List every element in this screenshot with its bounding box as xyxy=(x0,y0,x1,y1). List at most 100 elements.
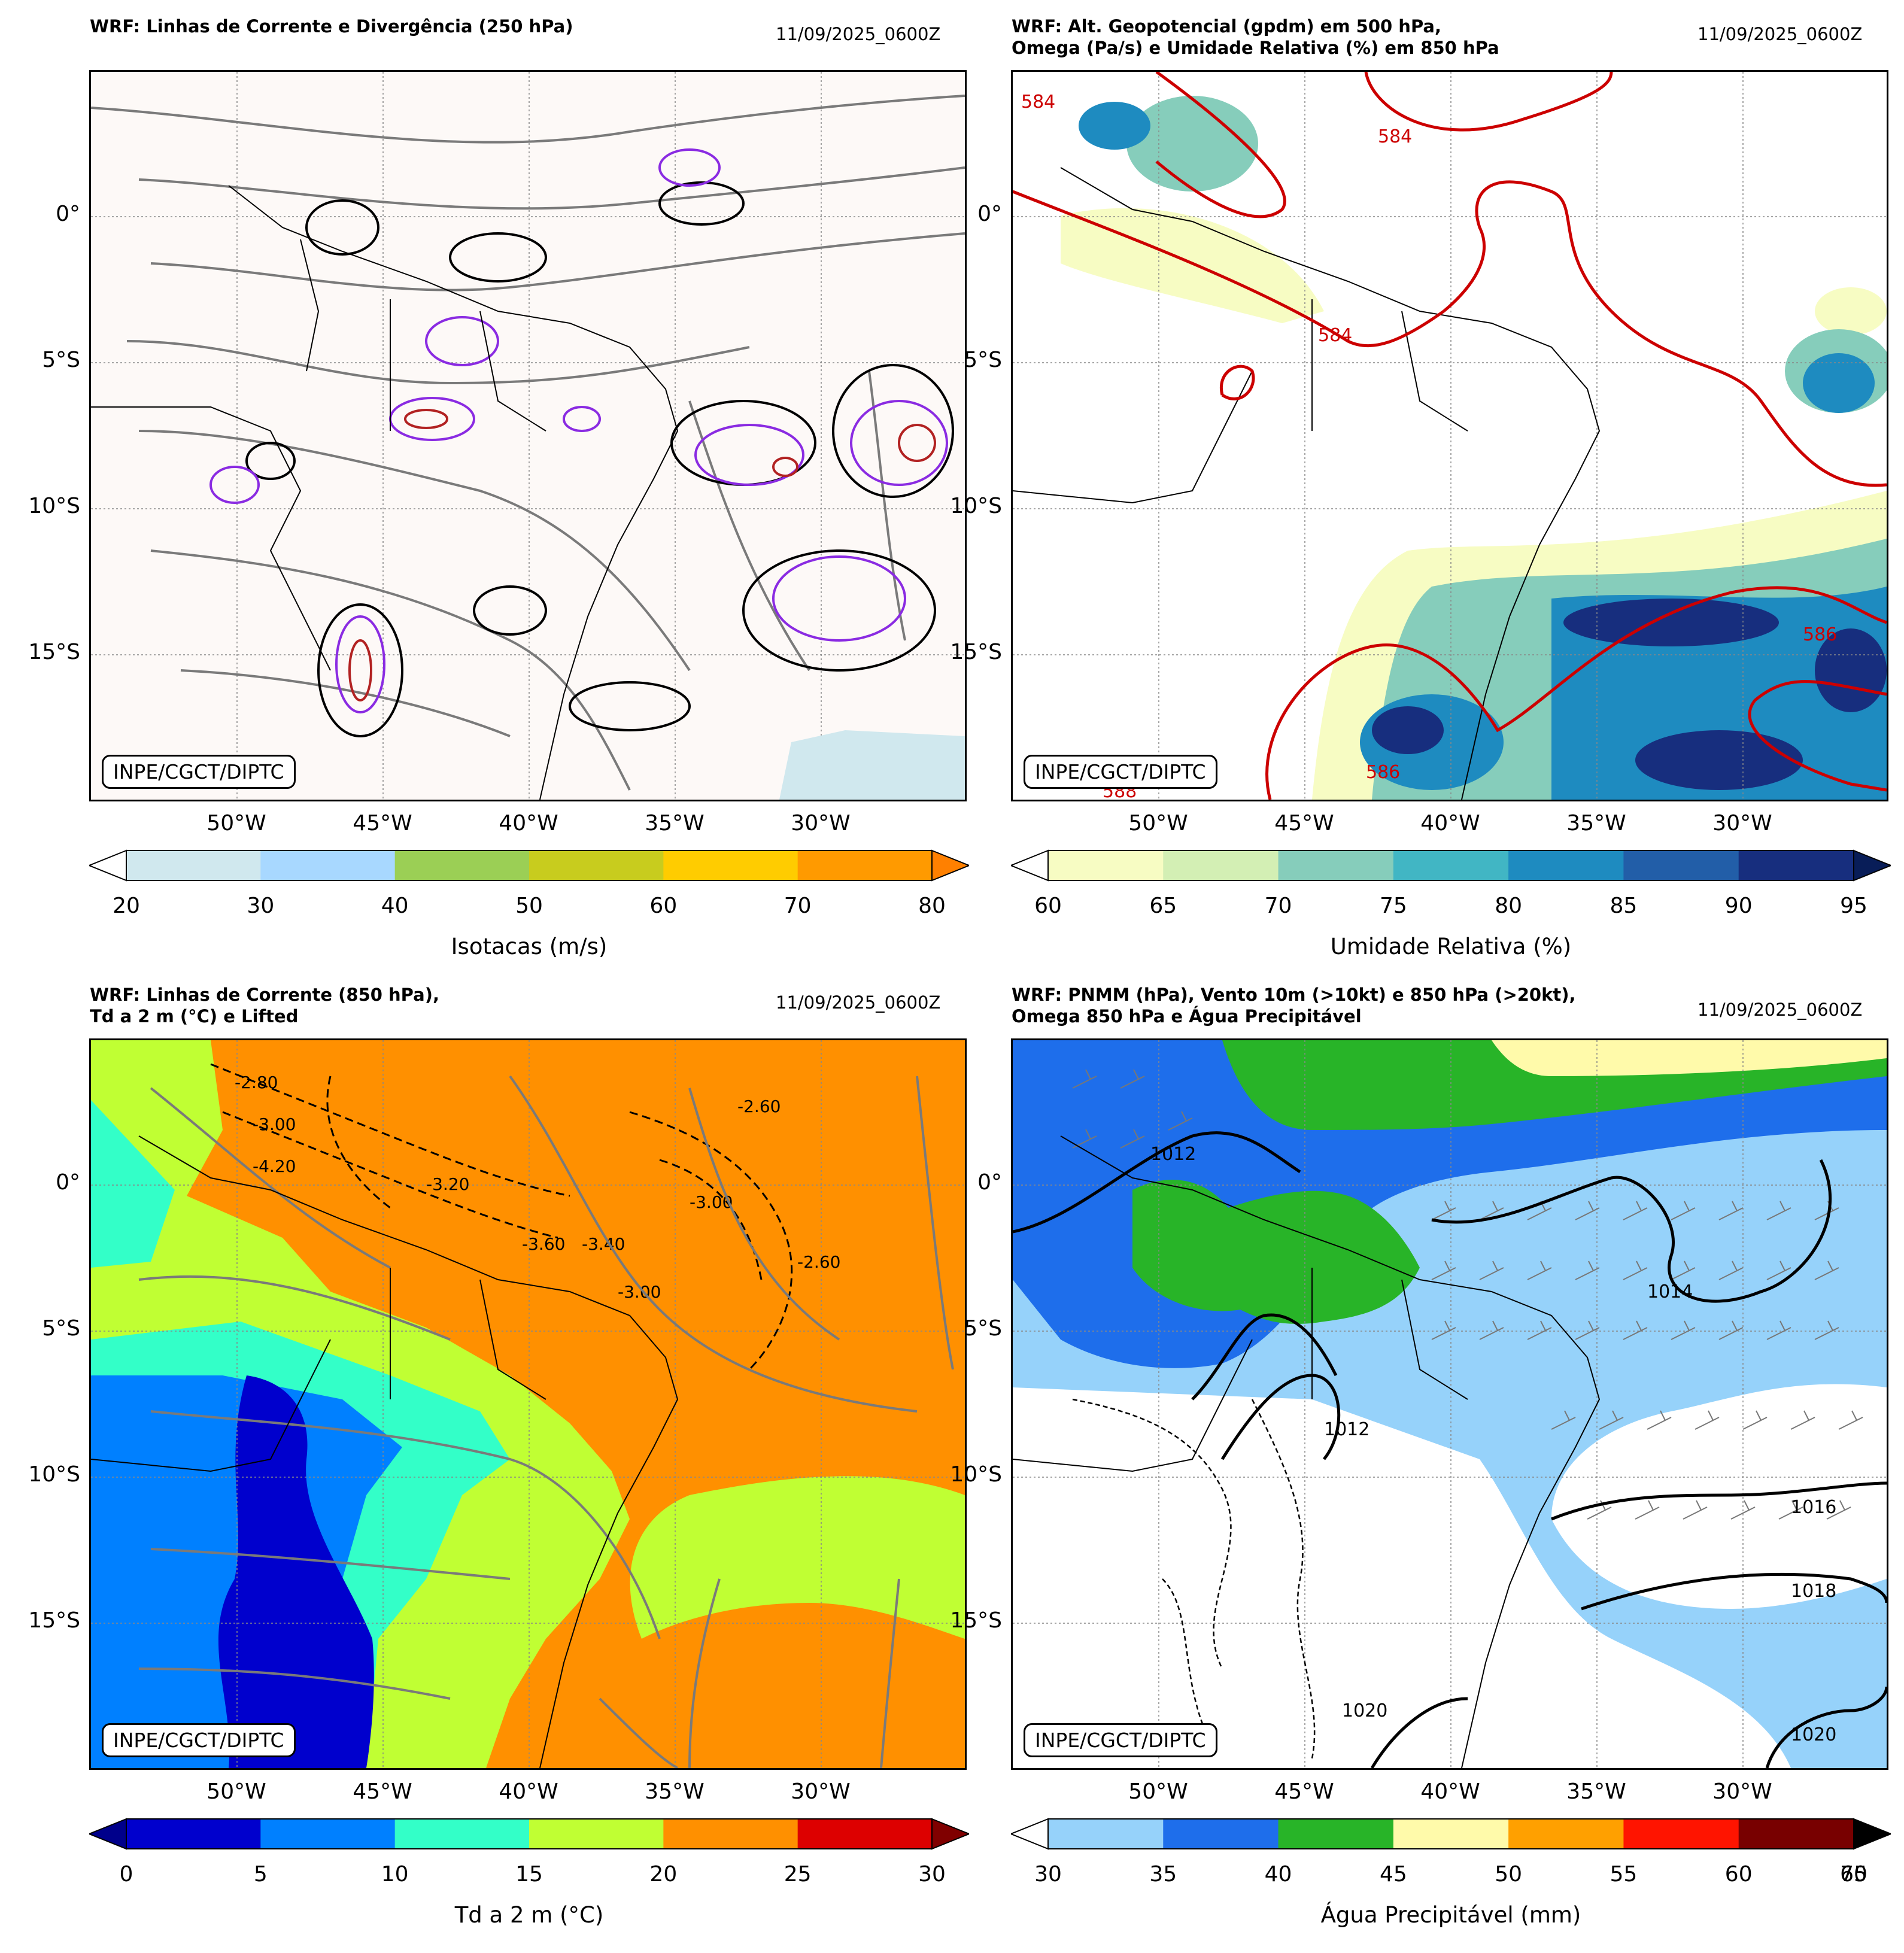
lon-label: 45°W xyxy=(1274,1779,1334,1804)
colorbar-tick-label: 70 xyxy=(1840,1862,1867,1887)
contour-label: -3.00 xyxy=(618,1282,661,1302)
colorbar-label: Umidade Relativa (%) xyxy=(1330,934,1572,959)
map-area[interactable]: INPE/CGCT/DIPTC xyxy=(89,70,967,801)
lon-label: 45°W xyxy=(1274,811,1334,836)
map-svg: -3.00 -3.40 -2.60 -4.20 -3.60 -2.80 -2.6… xyxy=(91,1040,965,1768)
colorbar: 0 5 10 15 20 25 30 xyxy=(87,1814,971,1887)
contour-label: -4.20 xyxy=(253,1156,296,1176)
colorbar-tick-label: 20 xyxy=(649,1862,678,1887)
panel-title: WRF: Linhas de Corrente (850 hPa), Td a … xyxy=(90,985,439,1026)
panel-date: 11/09/2025_0600Z xyxy=(776,24,941,44)
colorbar-tick-label: 50 xyxy=(1495,1862,1523,1887)
colorbar-tick-label: 10 xyxy=(381,1862,409,1887)
contour-label: -2.60 xyxy=(797,1252,840,1272)
lat-label: 0° xyxy=(977,202,1002,226)
colorbar-segment xyxy=(1393,1819,1509,1849)
colorbar-tick-label: 20 xyxy=(113,894,140,918)
map-area[interactable]: -3.00 -3.40 -2.60 -4.20 -3.60 -2.80 -2.6… xyxy=(89,1038,967,1770)
lat-label: 5°S xyxy=(964,1316,1002,1341)
lon-label: 50°W xyxy=(207,1779,266,1804)
contour-label: 584 xyxy=(1378,126,1412,147)
credit-box: INPE/CGCT/DIPTC xyxy=(1024,1723,1217,1757)
colorbar-segment xyxy=(529,851,664,880)
colorbar-frame xyxy=(126,850,933,881)
lat-label: 15°S xyxy=(28,1608,80,1633)
colorbar-label: Td a 2 m (°C) xyxy=(454,1902,604,1928)
panel-pressure-precipitable-water: WRF: PNMM (hPa), Vento 10m (>10kt) e 850… xyxy=(950,976,1904,1953)
lon-label: 35°W xyxy=(645,1779,704,1804)
contour-label: 586 xyxy=(1366,762,1400,783)
colorbar-segment xyxy=(797,1819,933,1849)
colorbar-tick-label: 25 xyxy=(784,1862,812,1887)
colorbar-tick-label: 0 xyxy=(119,1862,133,1887)
colorbar-svg xyxy=(1009,849,1893,882)
panel-title: WRF: Linhas de Corrente e Divergência (2… xyxy=(90,16,573,37)
panel-date: 11/09/2025_0600Z xyxy=(776,992,941,1013)
contour-label: 1012 xyxy=(1324,1419,1369,1440)
colorbar-segment xyxy=(1163,1819,1279,1849)
contour-label: -3.00 xyxy=(253,1114,296,1134)
panel-500hpa-geopotential: WRF: Alt. Geopotencial (gpdm) em 500 hPa… xyxy=(950,0,1904,976)
colorbar-tick-label: 55 xyxy=(1610,1862,1638,1887)
colorbar-segment xyxy=(260,851,396,880)
colorbar-tick-label: 5 xyxy=(253,1862,268,1887)
lat-label: 15°S xyxy=(28,640,80,664)
lon-label: 35°W xyxy=(645,811,704,836)
lat-label: 15°S xyxy=(950,1608,1002,1633)
credit-box: INPE/CGCT/DIPTC xyxy=(102,1723,296,1757)
colorbar-frame xyxy=(126,1818,933,1849)
colorbar-segment xyxy=(1278,1819,1394,1849)
colorbar-tick-label: 45 xyxy=(1379,1862,1407,1887)
colorbar-segment xyxy=(394,851,530,880)
colorbar-tick-label: 65 xyxy=(1840,1862,1867,1887)
colorbar-segment xyxy=(260,1819,396,1849)
colorbar-tick-label: 90 xyxy=(1724,894,1753,918)
colorbar-tick-label: 80 xyxy=(1495,894,1523,918)
colorbar-under-triangle xyxy=(87,1818,127,1850)
colorbar-segment xyxy=(1623,1819,1739,1849)
lat-label: 10°S xyxy=(950,1462,1002,1487)
lat-label: 0° xyxy=(977,1170,1002,1195)
colorbar-svg xyxy=(1009,1818,1893,1850)
contour-label: -2.60 xyxy=(737,1097,781,1116)
colorbar-segment xyxy=(1508,851,1624,880)
colorbar-segment xyxy=(797,851,933,880)
lat-label: 15°S xyxy=(950,640,1002,664)
colorbar-tick-label: 95 xyxy=(1840,894,1867,918)
coastline xyxy=(1013,1135,1601,1768)
colorbar-tick-label: 70 xyxy=(1264,894,1292,918)
colorbar-segment xyxy=(126,851,261,880)
coastline xyxy=(91,1135,679,1768)
lat-label: 0° xyxy=(56,1170,80,1195)
map-area[interactable]: 584 584 584 586 586 588 INPE/CGCT/DIPTC xyxy=(1011,70,1888,801)
colorbar-tick-label: 30 xyxy=(918,1862,946,1887)
colorbar-svg xyxy=(87,849,971,882)
pw-40-45-fill xyxy=(1132,1180,1420,1324)
colorbar-segment xyxy=(126,1819,261,1849)
graticule xyxy=(91,72,965,800)
colorbar-segment xyxy=(1163,851,1279,880)
td-15-20-fill-east xyxy=(630,1476,965,1639)
contour-label: 584 xyxy=(1318,325,1352,346)
lon-label: 35°W xyxy=(1566,1779,1626,1804)
contour-label: 1018 xyxy=(1791,1581,1836,1602)
map-svg: 584 584 584 586 586 588 xyxy=(1013,72,1887,800)
colorbar-segment xyxy=(529,1819,664,1849)
colorbar-svg xyxy=(87,1818,971,1850)
lat-label: 5°S xyxy=(42,1316,80,1341)
lon-label: 40°W xyxy=(499,1779,558,1804)
lon-label: 45°W xyxy=(353,1779,412,1804)
lon-label: 45°W xyxy=(353,811,412,836)
colorbar-tick-label: 30 xyxy=(247,894,275,918)
colorbar-over-triangle xyxy=(1853,1818,1893,1850)
contour-label: 1014 xyxy=(1647,1281,1693,1302)
graticule xyxy=(1013,72,1887,800)
colorbar-segment xyxy=(1048,1819,1164,1849)
colorbar-segment xyxy=(394,1819,530,1849)
pw-45-50-fill xyxy=(1492,1040,1887,1076)
colorbar-tick-label: 35 xyxy=(1149,1862,1177,1887)
lon-label: 40°W xyxy=(1420,1779,1480,1804)
credit-box: INPE/CGCT/DIPTC xyxy=(1024,755,1217,789)
colorbar: 30 35 40 45 50 55 60 65 70 xyxy=(1009,1814,1893,1887)
map-area[interactable]: 1012 1014 1012 1016 1018 1020 1020 INPE/… xyxy=(1011,1038,1888,1770)
